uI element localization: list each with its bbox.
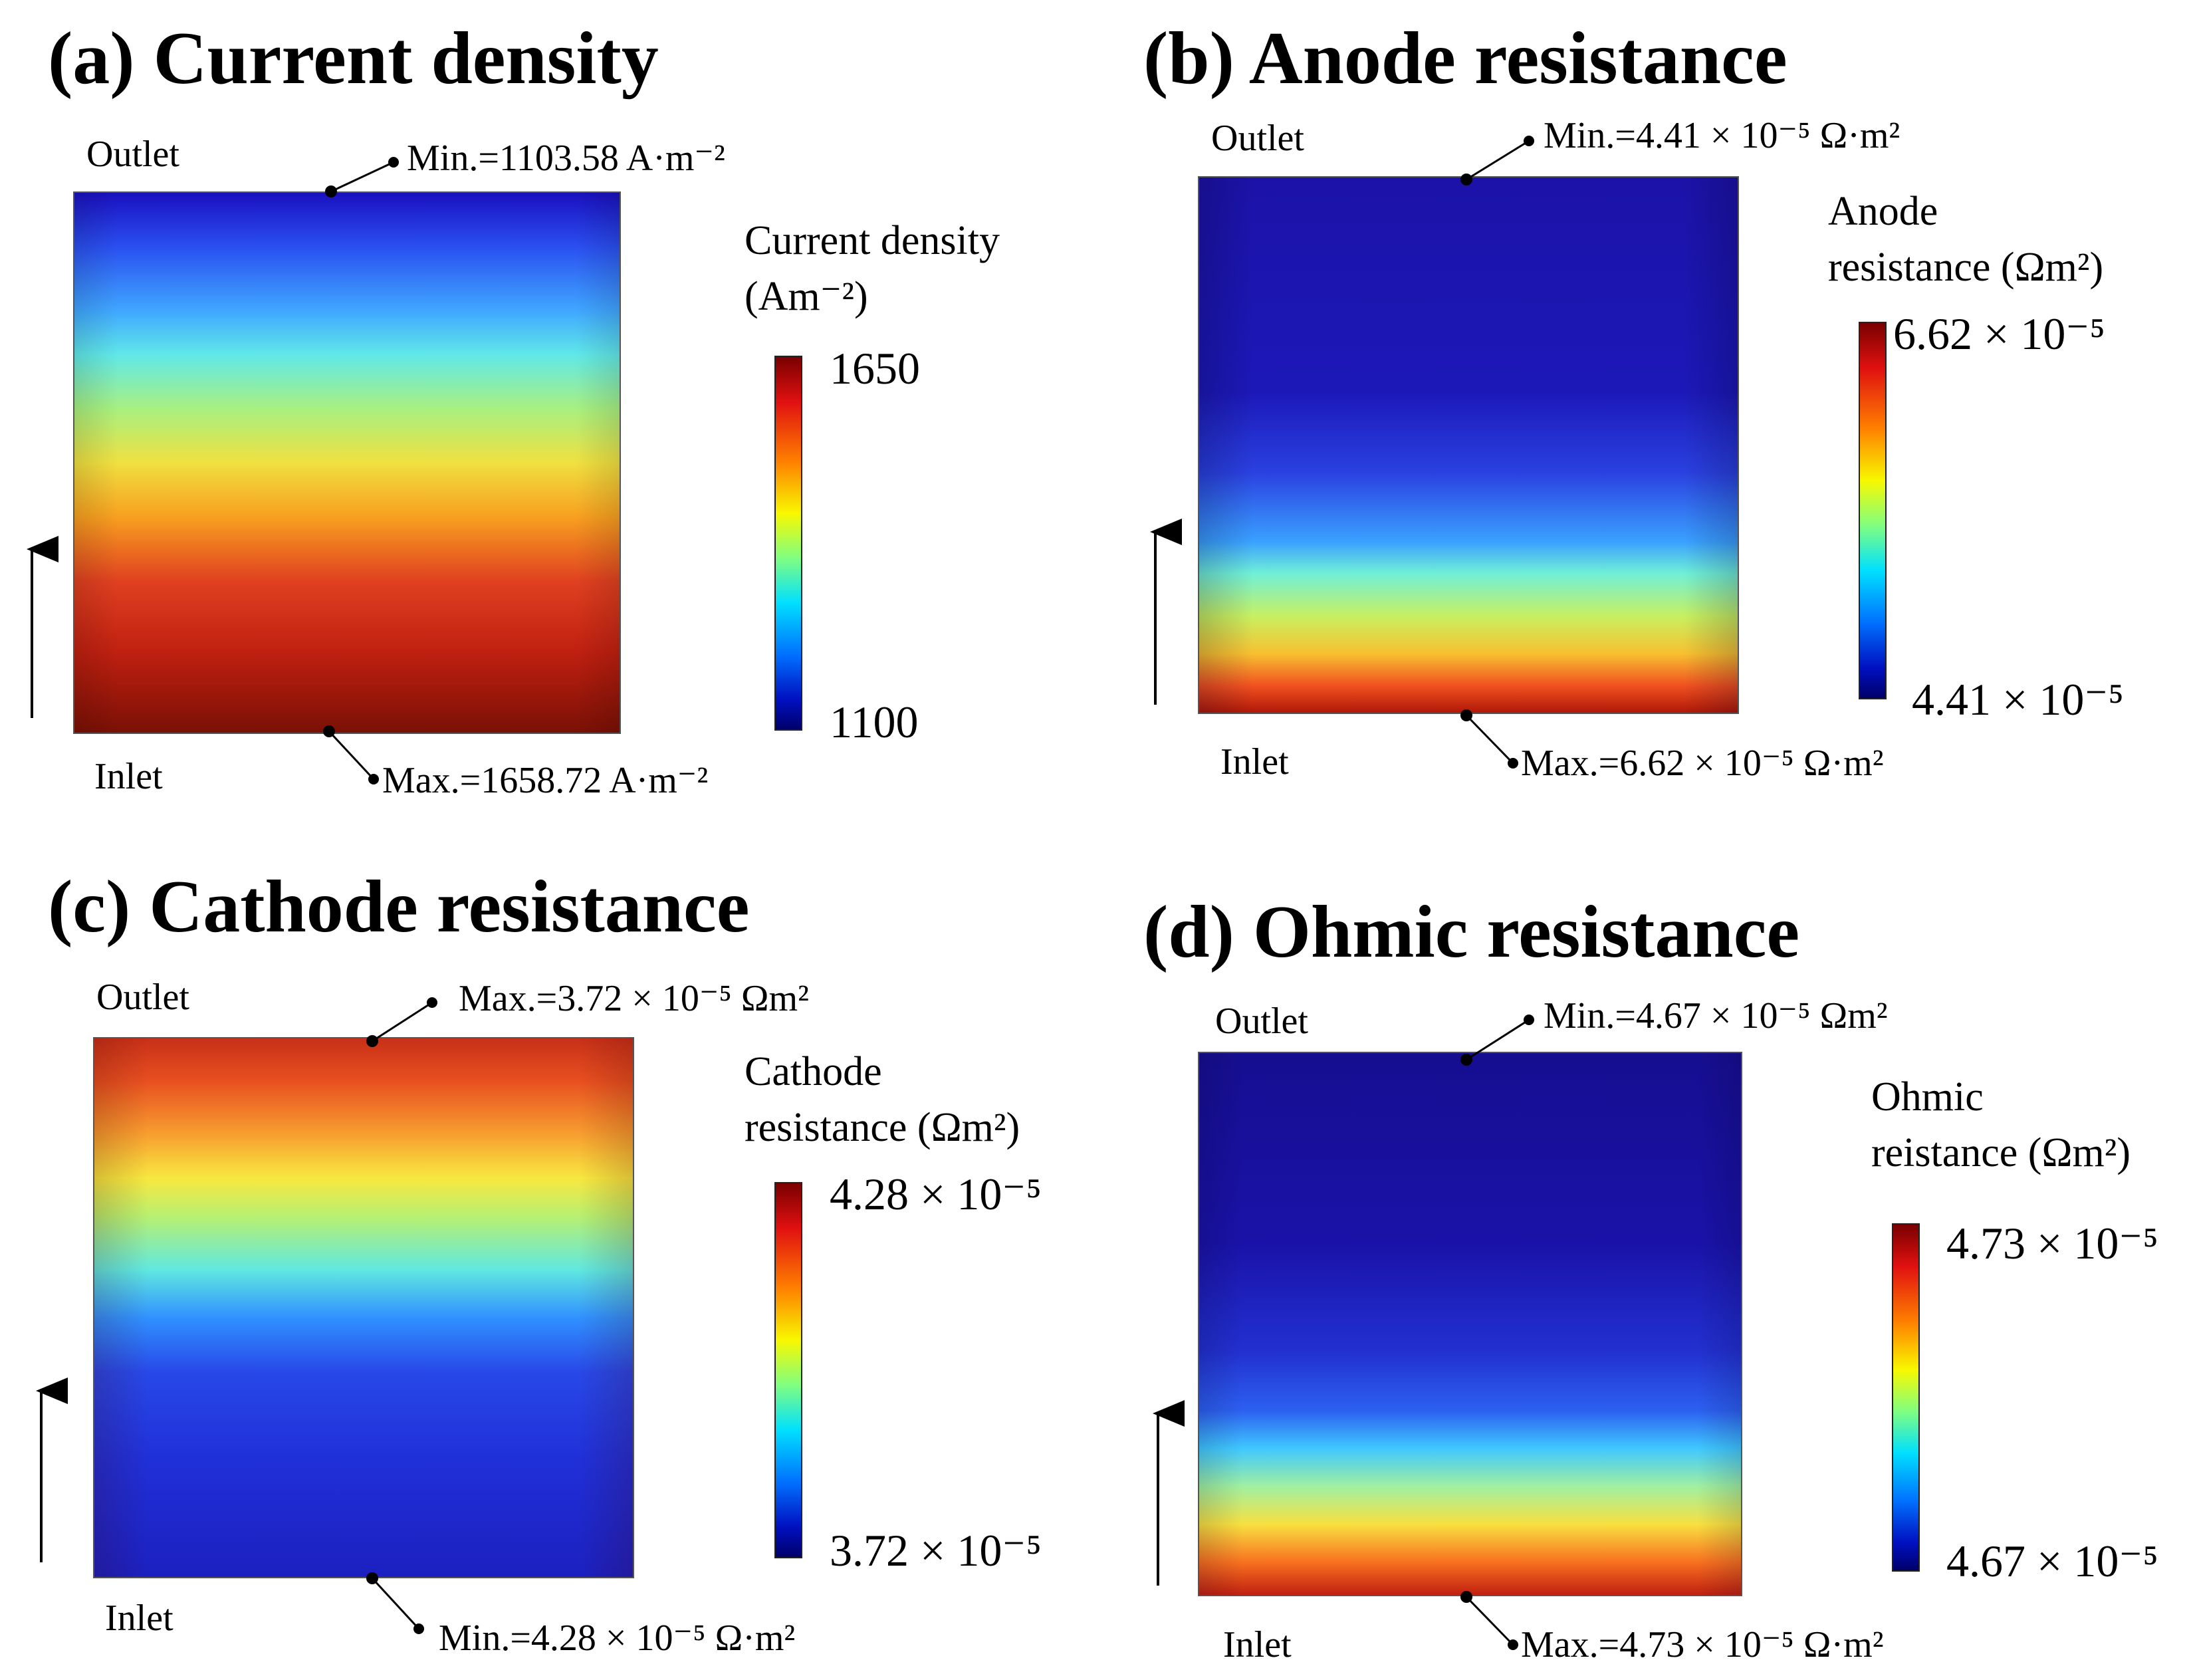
panel-a-min-leader-end [388,157,399,168]
panel-b-max-marker [1460,709,1472,721]
panel-b-max-leader [1465,714,1514,765]
panel-d-max-leader-end [1508,1639,1518,1650]
panel-c-min-marker [366,1572,378,1584]
panel-d-min-marker [1460,1054,1472,1066]
panel-a-max-marker [323,725,335,737]
panel-a-min-leader [330,161,394,193]
panel-d-max-leader [1465,1596,1514,1646]
panel-d-min-leader [1466,1019,1530,1061]
panel-b-min-leader-end [1524,136,1534,146]
panel-b-max-leader-end [1508,758,1518,769]
panel-c-min-leader [371,1577,420,1630]
panel-b-min-leader [1466,140,1530,181]
panel-c-max-leader [372,1001,433,1042]
panel-c-max-marker [366,1035,378,1047]
panel-a-max-leader [328,730,375,780]
panel-a-min-marker [325,185,337,197]
panel-b-min-marker [1460,174,1472,185]
panel-c-max-leader-end [427,997,437,1008]
panel-d-max-marker [1460,1591,1472,1603]
panel-c-min-leader-end [413,1623,424,1634]
panel-a-max-leader-end [368,774,379,784]
panel-d-min-leader-end [1524,1015,1534,1025]
